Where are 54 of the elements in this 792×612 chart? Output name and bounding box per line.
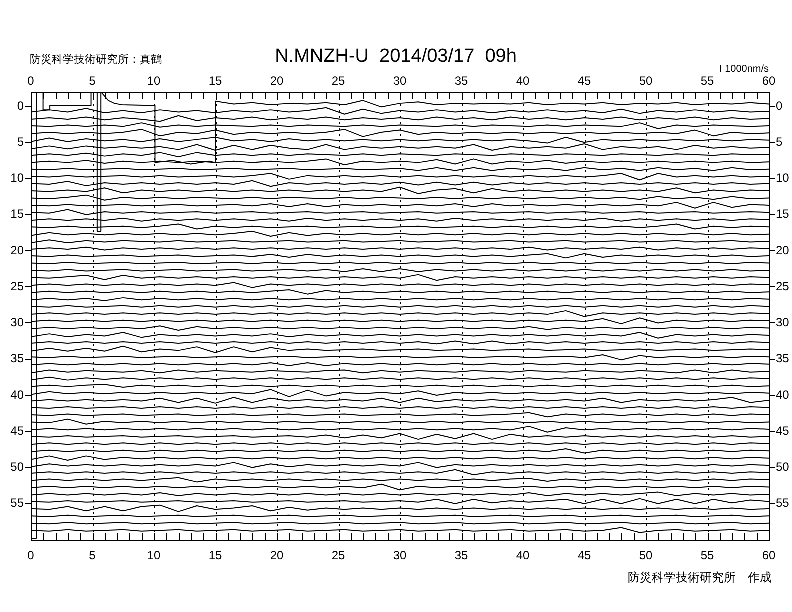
x2-tick-label: 20 — [270, 548, 284, 563]
y2-tick-label: 15 — [776, 207, 790, 222]
x2-tick-label: 60 — [762, 548, 776, 563]
y2-tick-label: 40 — [776, 388, 790, 402]
x2-tick-label: 50 — [639, 548, 653, 563]
x-tick-label: 50 — [639, 74, 653, 88]
x-tick-label: 15 — [208, 74, 222, 88]
x-tick-label: 10 — [147, 74, 161, 88]
x2-tick-label: 10 — [147, 548, 161, 563]
x-tick-label: 5 — [89, 74, 96, 88]
y-tick-label: 40 — [10, 388, 24, 402]
y2-tick-label: 35 — [776, 352, 790, 366]
y2-tick-label: 55 — [776, 496, 790, 510]
x2-tick-label: 40 — [516, 548, 530, 563]
x2-tick-label: 0 — [28, 548, 35, 563]
y2-tick-label: 45 — [776, 424, 790, 438]
x-tick-label: 30 — [393, 74, 407, 88]
x2-tick-label: 35 — [454, 548, 468, 563]
x-tick-label: 25 — [332, 74, 346, 88]
y2-tick-label: 30 — [776, 316, 790, 330]
y-tick-label: 0 — [17, 98, 24, 113]
y2-tick-label: 5 — [776, 134, 783, 149]
chart-subtitle: 防災科学技術研究所：真鶴 — [30, 53, 162, 66]
y-tick-label: 25 — [10, 279, 24, 294]
chart-title: N.MNZH-U 2014/03/17 09h — [275, 46, 517, 68]
x-tick-label: 20 — [270, 74, 284, 88]
y2-tick-label: 25 — [776, 279, 790, 294]
y-tick-label: 30 — [10, 316, 24, 330]
x-tick-label: 60 — [762, 74, 776, 88]
x-tick-label: 40 — [516, 74, 530, 88]
y-tick-label: 10 — [10, 171, 24, 186]
x2-tick-label: 30 — [393, 548, 407, 563]
x-tick-label: 0 — [28, 74, 35, 88]
y-tick-label: 20 — [10, 243, 24, 258]
text: 防災科学技術研究所 作成 — [628, 570, 772, 584]
x2-tick-label: 5 — [89, 548, 96, 563]
y2-tick-label: 20 — [776, 243, 790, 258]
y2-tick-label: 10 — [776, 171, 790, 186]
y-tick-label: 35 — [10, 352, 24, 366]
y-tick-label: 55 — [10, 496, 24, 510]
y-tick-label: 5 — [17, 134, 24, 149]
x-tick-label: 45 — [578, 74, 592, 88]
x2-tick-label: 15 — [208, 548, 222, 563]
x-tick-label: 55 — [700, 74, 714, 88]
y-tick-label: 45 — [10, 424, 24, 438]
text: I 1000nm/s — [720, 64, 769, 75]
y-tick-label: 50 — [10, 460, 24, 474]
x2-tick-label: 45 — [578, 548, 592, 563]
x2-tick-label: 25 — [332, 548, 346, 563]
x-tick-label: 35 — [454, 74, 468, 88]
y2-tick-label: 0 — [776, 98, 783, 113]
y2-tick-label: 50 — [776, 460, 790, 474]
x2-tick-label: 55 — [700, 548, 714, 563]
y-tick-label: 15 — [10, 207, 24, 222]
